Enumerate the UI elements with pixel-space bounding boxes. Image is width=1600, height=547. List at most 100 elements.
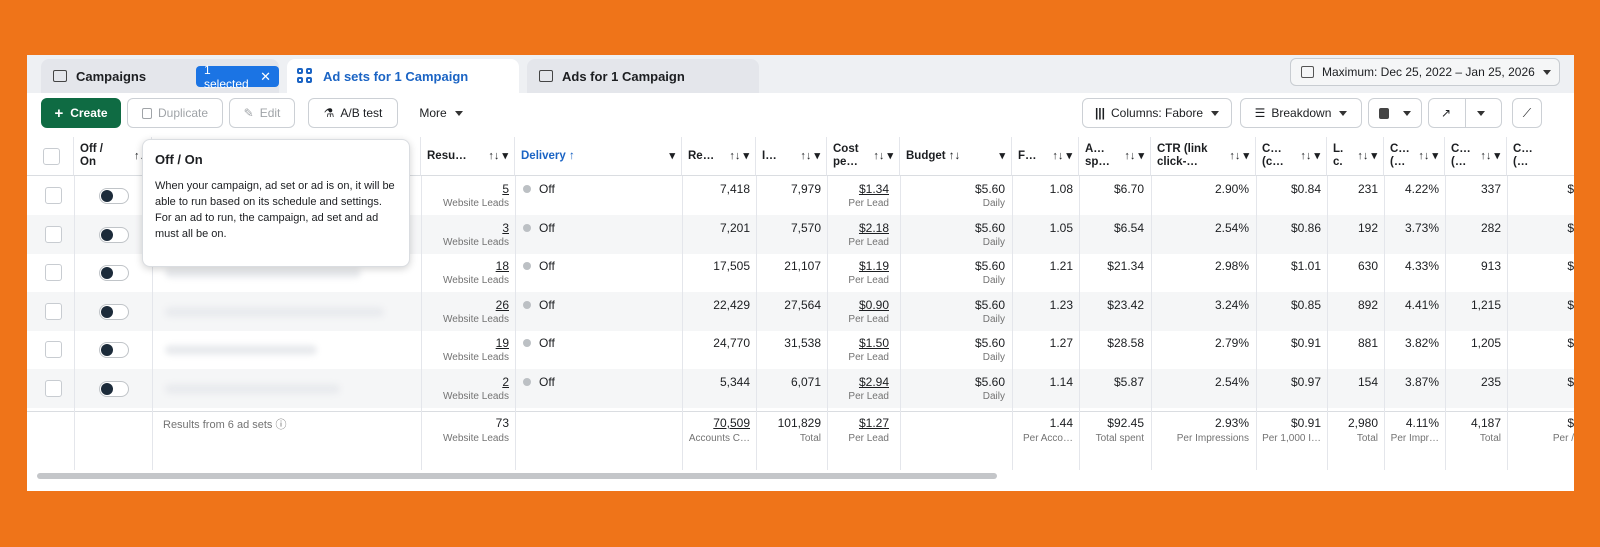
flask-icon: ⚗ — [323, 106, 335, 120]
chart-button[interactable]: ⟋ — [1512, 98, 1542, 128]
redacted-ad-set-name — [165, 345, 317, 355]
header-budget[interactable]: Budget ↑↓ ▾ — [900, 137, 1012, 176]
reach-value: 17,505 — [713, 259, 750, 273]
header-delivery[interactable]: Delivery ↑ ▾ — [515, 137, 682, 176]
reports-button[interactable] — [1368, 98, 1422, 128]
duplicate-label: Duplicate — [157, 106, 209, 120]
off-on-toggle[interactable] — [99, 380, 129, 397]
header-spent-label: A… — [1085, 143, 1105, 155]
header-frequency[interactable]: F… ↑↓ ▾ — [1012, 137, 1079, 176]
header-ctr-label: CTR (link — [1157, 143, 1208, 155]
select-all-checkbox[interactable] — [43, 148, 60, 165]
selected-badge[interactable]: 1 selected ✕ — [196, 63, 279, 91]
cost-value: $1.19 — [858, 259, 889, 273]
header-c3[interactable]: C… (… — [1507, 137, 1574, 176]
table-row[interactable]: 18 Website Leads Off 17,505 21,107 $1.19 Per L… — [27, 253, 1574, 292]
table-row[interactable]: 19 Website Leads Off 24,770 31,538 $1.50 Per L… — [27, 330, 1574, 369]
grid-line — [1079, 176, 1080, 470]
horizontal-scrollbar[interactable] — [37, 473, 997, 479]
header-results[interactable]: Resu… ↑↓ ▾ — [421, 137, 515, 176]
c1-value: 3.73% — [1404, 220, 1439, 235]
sort-icon: ↑↓ — [134, 149, 145, 162]
c1-value: 3.87% — [1404, 374, 1439, 389]
toolbar: + Create Duplicate ✎ Edit ⚗ A/B test Mor… — [27, 93, 1574, 137]
duplicate-button[interactable]: Duplicate — [127, 98, 223, 128]
grid-line — [421, 176, 422, 470]
delivery-status: Off — [523, 375, 555, 389]
more-button[interactable]: More — [407, 98, 475, 128]
header-c1[interactable]: C… (… ↑↓ ▾ — [1384, 137, 1445, 176]
total-c1: 4.11% — [1405, 416, 1439, 430]
row-checkbox[interactable] — [45, 264, 62, 281]
link-clicks-value: 881 — [1357, 336, 1378, 350]
row-checkbox[interactable] — [45, 225, 62, 243]
create-button[interactable]: + Create — [41, 98, 121, 128]
info-icon[interactable]: ⓘ — [272, 419, 287, 431]
sort-icon: ↑↓ ▾ — [729, 149, 749, 162]
close-icon[interactable]: ✕ — [260, 68, 271, 84]
grid-line — [1384, 176, 1385, 470]
table-row[interactable]: 26 Website Leads Off 22,429 27,564 $0.90 Per L… — [27, 291, 1574, 331]
row-checkbox[interactable] — [45, 187, 62, 204]
budget-sub: Daily — [982, 236, 1005, 248]
header-c2[interactable]: C… (… ↑↓ ▾ — [1445, 137, 1507, 176]
header-cpc[interactable]: C… (c… ↑↓ ▾ — [1256, 137, 1327, 176]
results-sub: Website Leads — [443, 275, 509, 286]
header-reach-label: Re… — [688, 149, 715, 162]
header-cost-per-result[interactable]: Cost pe… ↑↓ ▾ — [827, 137, 900, 176]
grid-line — [1445, 176, 1446, 470]
tab-campaigns[interactable]: Campaigns 1 selected ✕ — [41, 59, 279, 93]
off-on-toggle[interactable] — [99, 188, 129, 204]
header-amount-spent[interactable]: A… sp… ↑↓ ▾ — [1079, 137, 1151, 176]
spent-value: $28.58 — [1107, 336, 1144, 350]
tooltip-title: Off / On — [155, 152, 203, 167]
sort-icon: ↑↓ ▾ — [488, 149, 508, 162]
cost-sub: Per Lead — [848, 313, 889, 325]
budget-value: $5.60 — [974, 374, 1005, 389]
budget-value: $5.60 — [974, 220, 1005, 235]
header-link-clicks[interactable]: L. c. ↑↓ ▾ — [1327, 137, 1384, 176]
chevron-down-icon — [1339, 110, 1348, 116]
off-on-toggle[interactable] — [99, 342, 129, 358]
adsets-table: Off / On ↑↓ Resu… ↑↓ ▾ Delivery ↑ ▾ Re… ↑… — [27, 137, 1574, 470]
redacted-ad-set-name — [165, 383, 340, 394]
row-checkbox[interactable] — [45, 341, 62, 358]
ctr-value: 3.24% — [1214, 297, 1249, 312]
plus-icon: + — [54, 104, 64, 122]
c3-value: $ — [1567, 336, 1574, 350]
ctr-value: 2.79% — [1214, 336, 1249, 350]
header-off-on-label: Off / — [80, 143, 103, 155]
off-on-toggle[interactable] — [99, 265, 129, 281]
calendar-icon — [1301, 66, 1314, 78]
date-range-picker[interactable]: Maximum: Dec 25, 2022 – Jan 25, 2026 — [1290, 58, 1560, 86]
breakdown-button[interactable]: ☰ Breakdown — [1240, 98, 1362, 128]
grid-line — [900, 176, 901, 470]
impressions-value: 6,071 — [790, 374, 821, 389]
tab-adsets[interactable]: Ad sets for 1 Campaign — [287, 59, 519, 93]
total-c2: 4,187 — [1470, 416, 1501, 430]
export-button[interactable]: ↗ — [1428, 98, 1502, 128]
ab-test-button[interactable]: ⚗ A/B test — [308, 98, 398, 128]
total-results: 73 — [495, 416, 509, 430]
header-reach[interactable]: Re… ↑↓ ▾ — [682, 137, 756, 176]
c3-value: $ — [1567, 259, 1574, 273]
total-lc: 2,980 — [1347, 416, 1378, 430]
row-checkbox[interactable] — [45, 302, 62, 320]
frequency-value: 1.14 — [1049, 374, 1073, 389]
edit-button[interactable]: ✎ Edit — [229, 98, 295, 128]
header-off-on[interactable]: Off / On ↑↓ — [74, 137, 152, 176]
status-dot-icon — [523, 185, 531, 193]
header-impressions[interactable]: I… ↑↓ ▾ — [756, 137, 827, 176]
header-ctr[interactable]: CTR (link click-… ↑↓ ▾ — [1151, 137, 1256, 176]
totals-label-text: Results from 6 ad sets — [163, 419, 273, 431]
off-on-toggle[interactable] — [99, 303, 129, 320]
off-on-toggle[interactable] — [99, 226, 129, 243]
delivery-label: Off — [539, 336, 555, 350]
header-select-all[interactable] — [27, 137, 74, 176]
sort-icon: ↑↓ ▾ — [1357, 149, 1377, 162]
status-dot-icon — [523, 223, 531, 232]
tab-ads[interactable]: Ads for 1 Campaign — [527, 59, 759, 93]
table-row[interactable]: 2 Website Leads Off 5,344 6,071 $2.94 Per Lead… — [27, 368, 1574, 408]
columns-button[interactable]: ||| Columns: Fabore — [1082, 98, 1232, 128]
row-checkbox[interactable] — [45, 379, 62, 397]
